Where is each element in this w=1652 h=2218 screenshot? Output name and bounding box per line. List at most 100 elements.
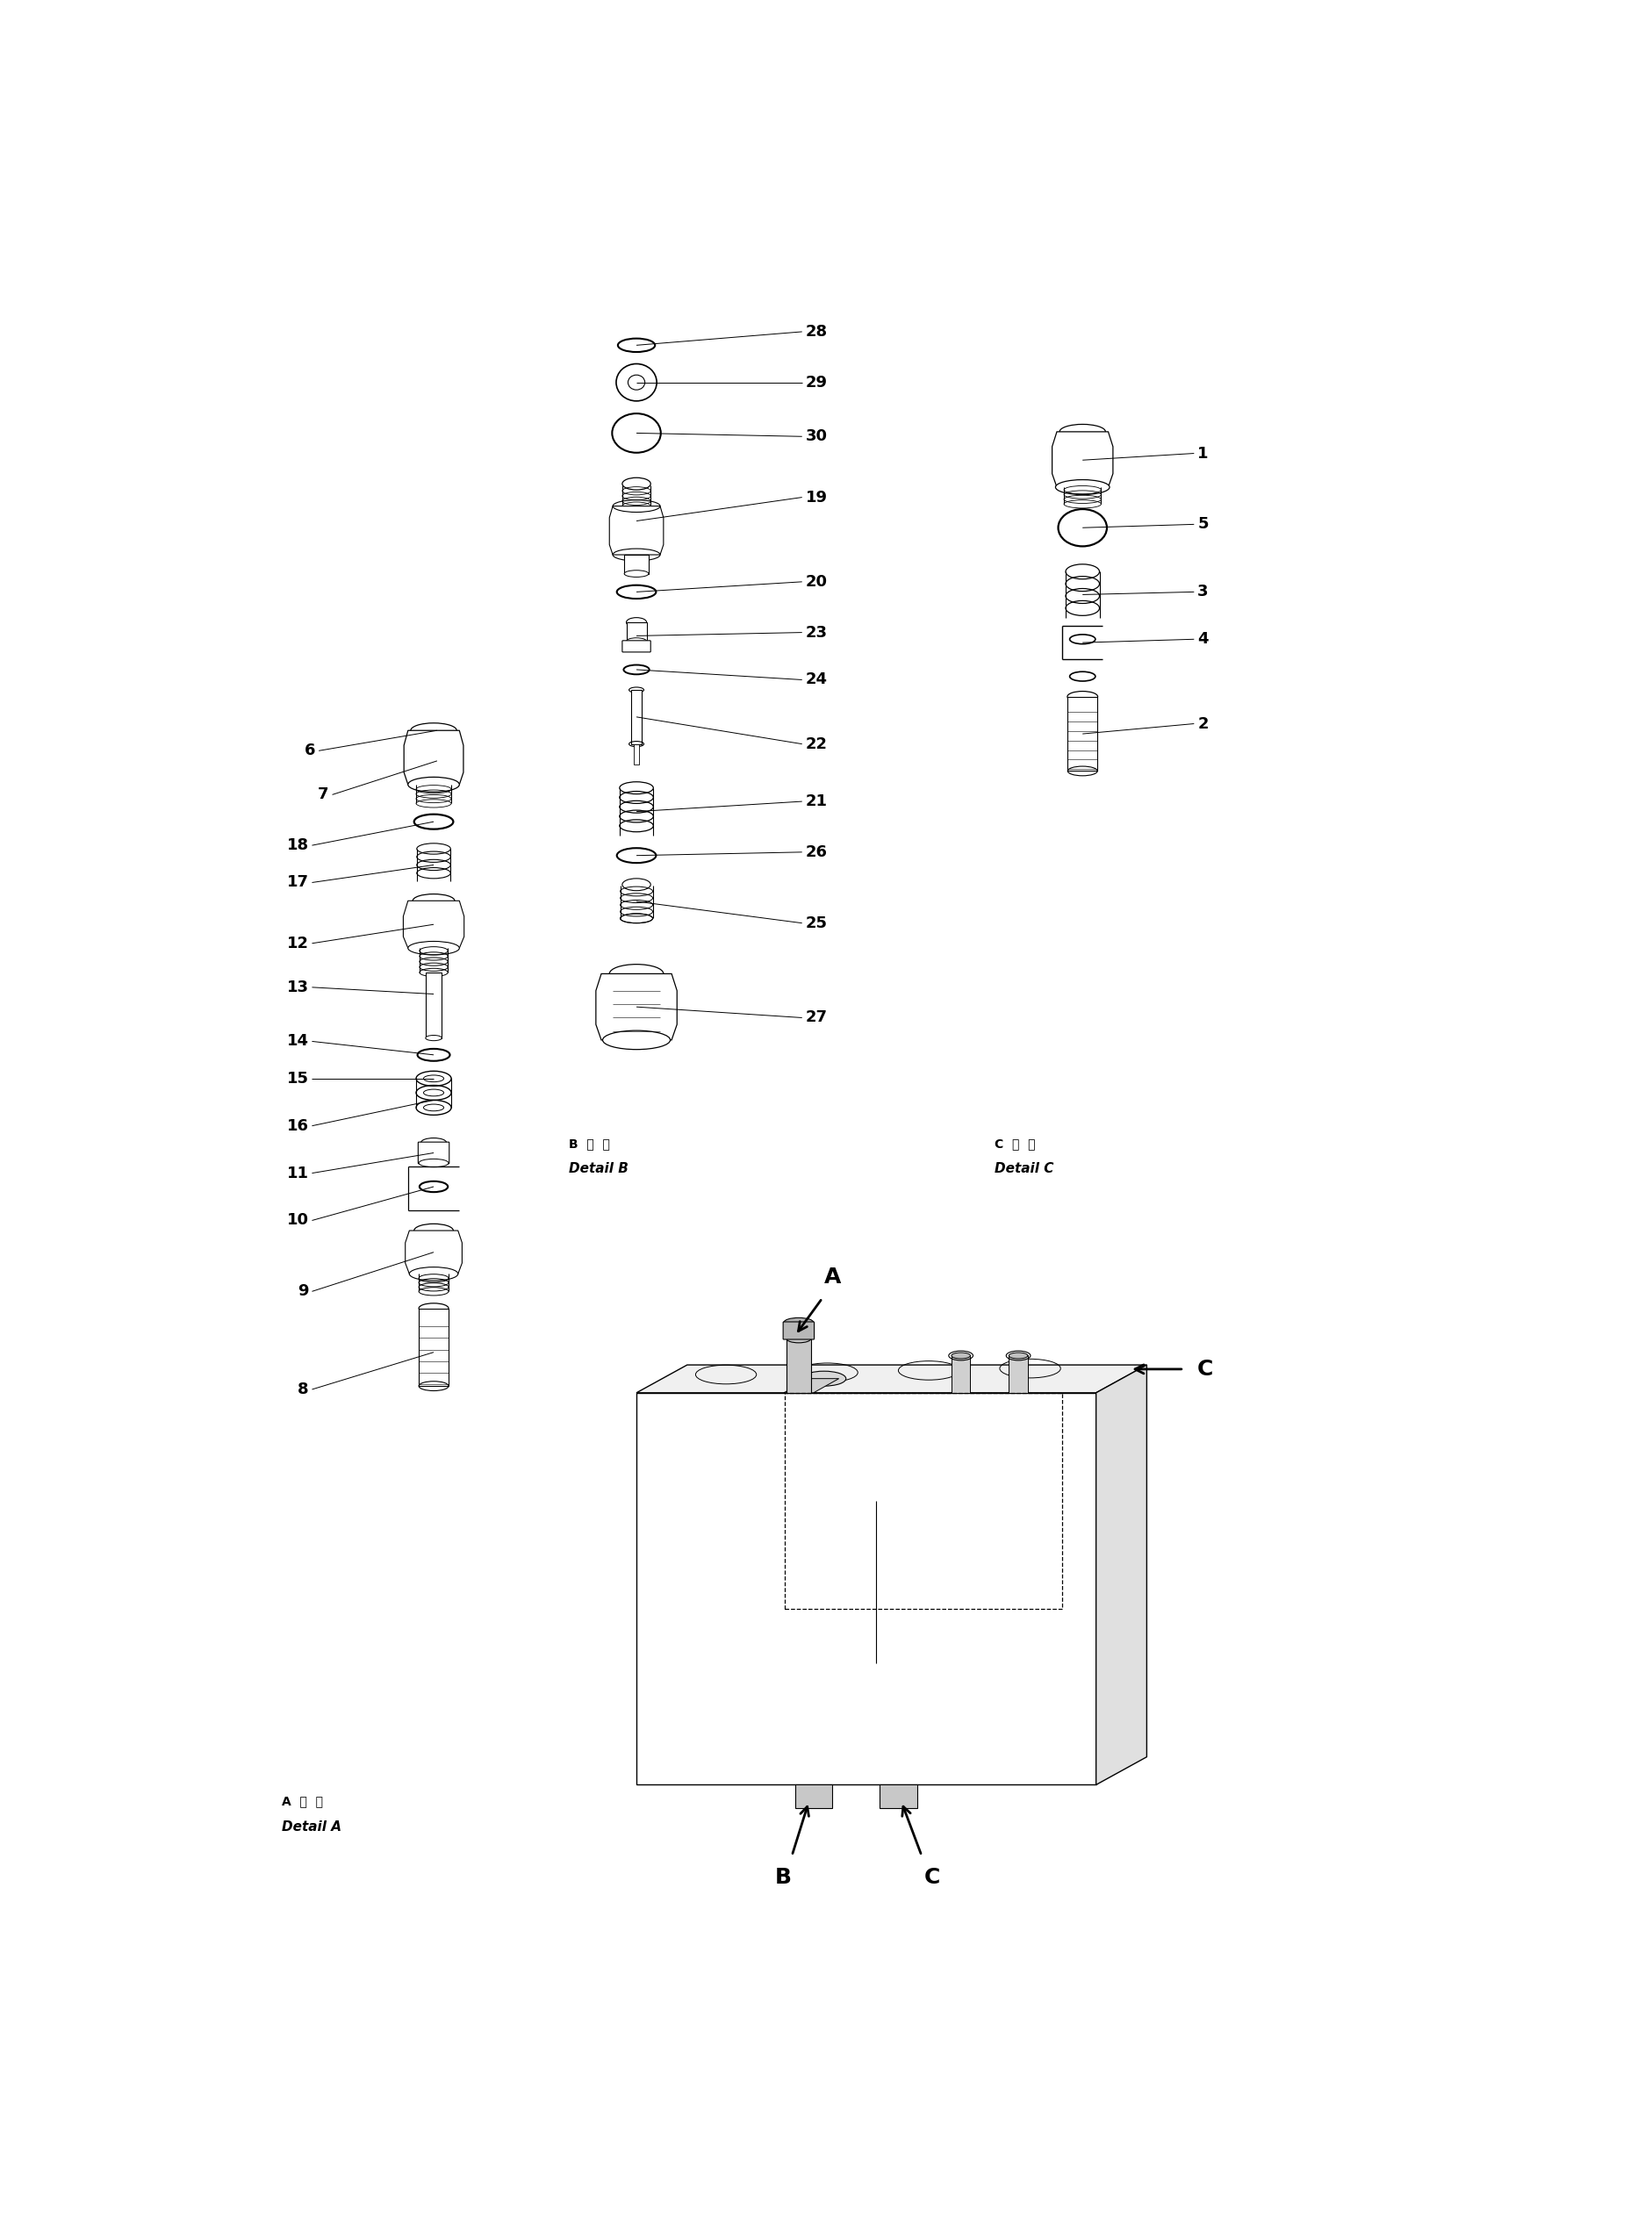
Ellipse shape [629,688,644,692]
Text: 1: 1 [1198,446,1208,461]
Text: C  詳  細: C 詳 細 [995,1138,1036,1151]
Ellipse shape [623,477,651,490]
Circle shape [882,1442,925,1486]
Circle shape [882,1706,925,1750]
Text: 7: 7 [317,787,329,803]
Ellipse shape [1059,424,1105,439]
Ellipse shape [785,1326,813,1335]
Text: Detail B: Detail B [568,1162,628,1176]
Circle shape [776,1442,821,1486]
Text: 17: 17 [287,874,309,889]
Text: 18: 18 [286,838,309,854]
Bar [795,1785,833,1808]
Text: 19: 19 [806,490,828,506]
Ellipse shape [420,1304,449,1313]
Polygon shape [596,974,677,1040]
Ellipse shape [426,1036,441,1040]
Ellipse shape [786,1335,811,1342]
Bar [1009,1355,1028,1393]
Text: 23: 23 [806,625,828,641]
Ellipse shape [411,723,456,739]
Ellipse shape [1009,1353,1028,1360]
Ellipse shape [603,1031,671,1049]
Polygon shape [405,1231,463,1273]
Bar [785,1393,1062,1608]
Text: 2: 2 [1198,716,1208,732]
Bar [634,743,639,765]
Ellipse shape [421,1138,446,1147]
Text: 14: 14 [287,1034,309,1049]
Text: 24: 24 [806,672,828,688]
FancyBboxPatch shape [418,1142,449,1164]
Polygon shape [405,730,464,785]
Bar [426,971,441,1038]
Circle shape [882,1530,925,1573]
Polygon shape [636,1364,1146,1393]
Text: 5: 5 [1198,517,1208,532]
Circle shape [882,1617,925,1661]
Polygon shape [636,1393,1095,1785]
Text: 25: 25 [806,916,828,932]
Bar [624,554,649,574]
Text: 16: 16 [287,1118,309,1133]
Polygon shape [610,506,664,554]
Text: 3: 3 [1198,583,1208,599]
Ellipse shape [1067,692,1097,703]
Ellipse shape [408,776,459,792]
Ellipse shape [415,1224,453,1238]
Circle shape [776,1530,821,1573]
Ellipse shape [801,1371,846,1386]
Circle shape [986,1442,1029,1486]
Ellipse shape [610,965,664,983]
Circle shape [776,1706,821,1750]
Ellipse shape [783,1317,813,1326]
Text: 26: 26 [806,845,828,861]
Text: 10: 10 [287,1213,309,1229]
FancyBboxPatch shape [783,1322,814,1340]
FancyBboxPatch shape [623,641,651,652]
Text: A  詳  細: A 詳 細 [281,1797,322,1808]
Ellipse shape [626,617,646,628]
Ellipse shape [420,1160,449,1167]
Text: Detail C: Detail C [995,1162,1054,1176]
Ellipse shape [952,1353,970,1360]
Text: 6: 6 [304,743,316,759]
Text: 4: 4 [1198,632,1208,648]
Bar [881,1785,917,1808]
Text: 11: 11 [287,1164,309,1180]
Text: C: C [923,1868,940,1888]
Circle shape [986,1706,1029,1750]
Text: C: C [1198,1360,1214,1380]
Polygon shape [1052,433,1113,488]
Text: 28: 28 [806,324,828,339]
Circle shape [986,1617,1029,1661]
Text: 13: 13 [287,980,309,996]
Text: A: A [824,1266,841,1289]
Bar [952,1355,970,1393]
Text: B: B [775,1868,791,1888]
Text: 22: 22 [806,736,828,752]
Bar [631,690,643,743]
Ellipse shape [413,894,454,907]
Bar [1067,696,1097,772]
Ellipse shape [1056,479,1110,495]
Text: 27: 27 [806,1009,828,1025]
Bar [786,1340,811,1393]
Ellipse shape [624,570,649,577]
Circle shape [672,1617,715,1661]
Bar [626,623,646,641]
Circle shape [986,1530,1029,1573]
Polygon shape [403,901,464,947]
Text: B  詳  細: B 詳 細 [568,1138,610,1151]
Ellipse shape [623,878,651,892]
Circle shape [672,1530,715,1573]
Text: Detail A: Detail A [281,1821,342,1834]
Circle shape [672,1706,715,1750]
Circle shape [672,1442,715,1486]
Text: 15: 15 [287,1071,309,1087]
Bar [420,1309,449,1386]
Text: 20: 20 [806,574,828,590]
Text: 9: 9 [297,1284,309,1300]
Text: 29: 29 [806,375,828,390]
Text: 8: 8 [297,1382,309,1397]
